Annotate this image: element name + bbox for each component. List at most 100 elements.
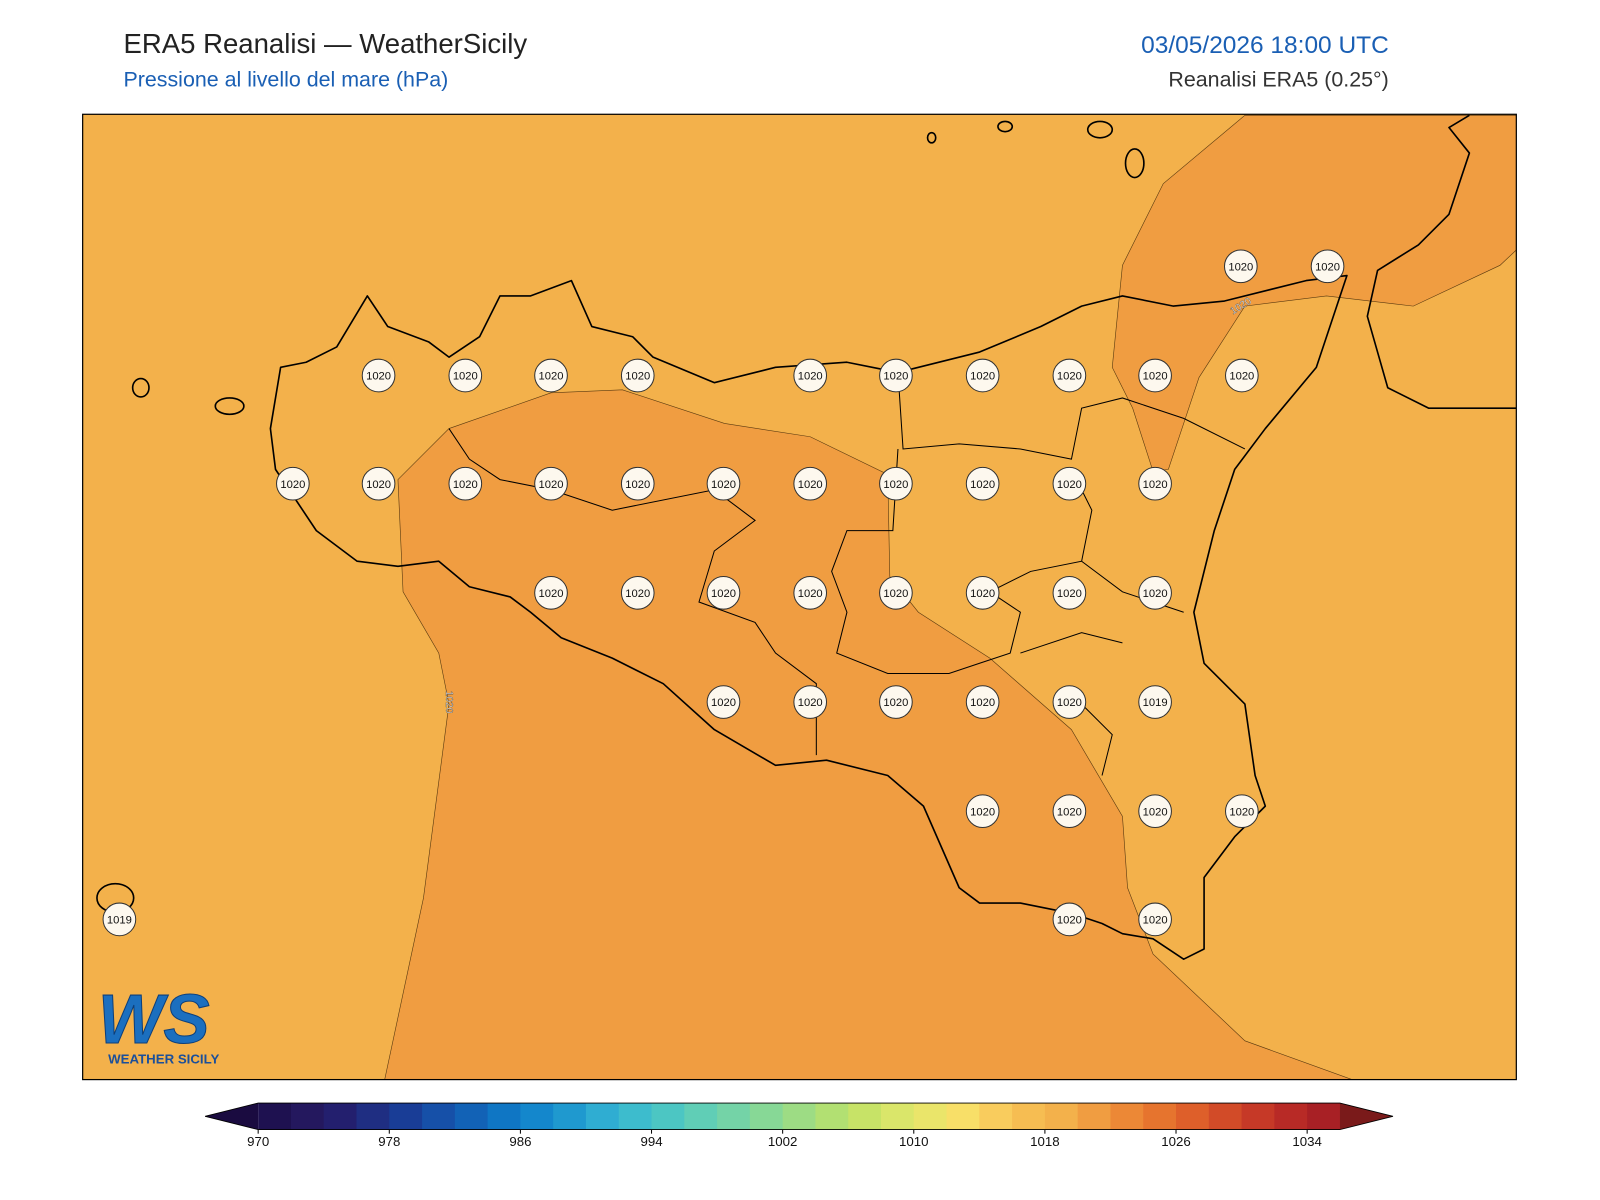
station-value: 1020 (539, 588, 564, 600)
logo-text: WEATHER SICILY (108, 1051, 219, 1066)
colorbar-tick-label: 1010 (899, 1134, 928, 1149)
colorbar-tick-label: 1002 (768, 1134, 797, 1149)
coastline (269, 274, 1348, 961)
station-marker (965, 466, 1000, 501)
station-value: 1020 (798, 479, 823, 491)
station-marker (361, 358, 396, 393)
colorbar-bin (487, 1103, 521, 1130)
station-marker (1225, 794, 1259, 829)
station-marker (276, 466, 310, 501)
station-value: 1020 (1143, 588, 1168, 600)
colorbar-bin (913, 1103, 948, 1130)
station-marker (448, 358, 483, 393)
station-value: 1020 (970, 479, 995, 491)
island (926, 131, 937, 144)
station-marker (879, 466, 913, 501)
colorbar-tick-label: 986 (509, 1134, 531, 1149)
station-marker (965, 794, 1000, 829)
colorbar-bin (618, 1103, 653, 1130)
station-marker (1138, 902, 1172, 937)
map-area: 1020 1020 1020 1020 1020 1020 1020 1020 1020 1020… (82, 114, 1517, 1080)
island (1124, 148, 1145, 179)
station-marker (1310, 249, 1345, 284)
pressure-region (384, 389, 1353, 1080)
station-value: 1020 (798, 371, 823, 383)
station-marker (620, 358, 655, 393)
colorbar-bin (520, 1103, 554, 1130)
colorbar-bin (684, 1103, 718, 1130)
datetime: 03/05/2026 18:00 UTC (1141, 32, 1389, 59)
station-value: 1020 (1315, 261, 1340, 273)
station-marker (965, 358, 1000, 393)
colorbar-bin (749, 1103, 784, 1130)
colorbar-bin (356, 1103, 390, 1130)
colorbar-bin (880, 1103, 915, 1130)
station-marker (706, 466, 741, 501)
colorbar-tick-label: 1026 (1161, 1134, 1190, 1149)
island (131, 377, 150, 398)
station-marker (706, 685, 741, 719)
station-marker (361, 466, 396, 501)
colorbar-under (205, 1103, 259, 1130)
station-value: 1020 (883, 588, 908, 600)
station-marker (1223, 249, 1258, 284)
station-value: 1020 (1057, 479, 1082, 491)
station-marker (879, 576, 913, 610)
station-marker (793, 358, 828, 393)
station-marker (448, 466, 483, 501)
island (997, 120, 1014, 133)
station-value: 1020 (883, 371, 908, 383)
colorbar-bin (717, 1103, 751, 1130)
colorbar-bin (1208, 1103, 1243, 1130)
station-marker (706, 576, 741, 610)
colorbar-bin (389, 1103, 423, 1130)
station-marker (620, 576, 655, 610)
station-marker (793, 466, 828, 501)
station-value: 1020 (970, 697, 995, 709)
colorbar-over (1339, 1103, 1393, 1130)
station-labels: 1020 1020 1020 1020 1020 1020 1020 1020 1020 1020… (102, 249, 1345, 937)
island (214, 397, 245, 416)
colorbar-bin (454, 1103, 489, 1130)
station-value: 1020 (1143, 806, 1168, 818)
station-value: 1020 (625, 588, 650, 600)
station-value: 1020 (711, 697, 736, 709)
station-value: 1020 (798, 697, 823, 709)
station-marker (534, 466, 568, 501)
station-marker (1052, 358, 1087, 393)
colorbar-bin (979, 1103, 1013, 1130)
colorbar-tick-label: 970 (247, 1134, 269, 1149)
station-value: 1020 (366, 479, 391, 491)
station-value: 1020 (1228, 261, 1253, 273)
pressure-region (1111, 115, 1517, 472)
station-marker (1052, 794, 1087, 829)
station-value: 1020 (970, 371, 995, 383)
station-marker (1138, 576, 1172, 610)
colorbar-bin (1241, 1103, 1275, 1130)
station-marker (534, 358, 568, 393)
station-value: 1020 (1057, 371, 1082, 383)
colorbar-bin (651, 1103, 685, 1130)
station-marker (1138, 358, 1172, 393)
title: ERA5 Reanalisi — WeatherSicily (123, 28, 527, 59)
station-value: 1020 (625, 479, 650, 491)
station-value: 1020 (453, 479, 478, 491)
map-frame (82, 113, 1517, 1081)
station-value: 1020 (1229, 806, 1254, 818)
station-marker (793, 685, 828, 719)
colorbar-bin (946, 1103, 980, 1130)
station-value: 1020 (539, 371, 564, 383)
station-marker (1052, 902, 1087, 937)
colorbar-bin (290, 1103, 325, 1130)
contour-label: 1020 (443, 691, 454, 714)
station-value: 1019 (1143, 697, 1168, 709)
station-marker (965, 685, 1000, 719)
colorbar-bin (782, 1103, 816, 1130)
colorbar-tick-label: 1034 (1292, 1134, 1321, 1149)
colorbar-bin (1143, 1103, 1177, 1130)
colorbar-outline (205, 1102, 1394, 1131)
colorbar-bin (1274, 1103, 1308, 1130)
